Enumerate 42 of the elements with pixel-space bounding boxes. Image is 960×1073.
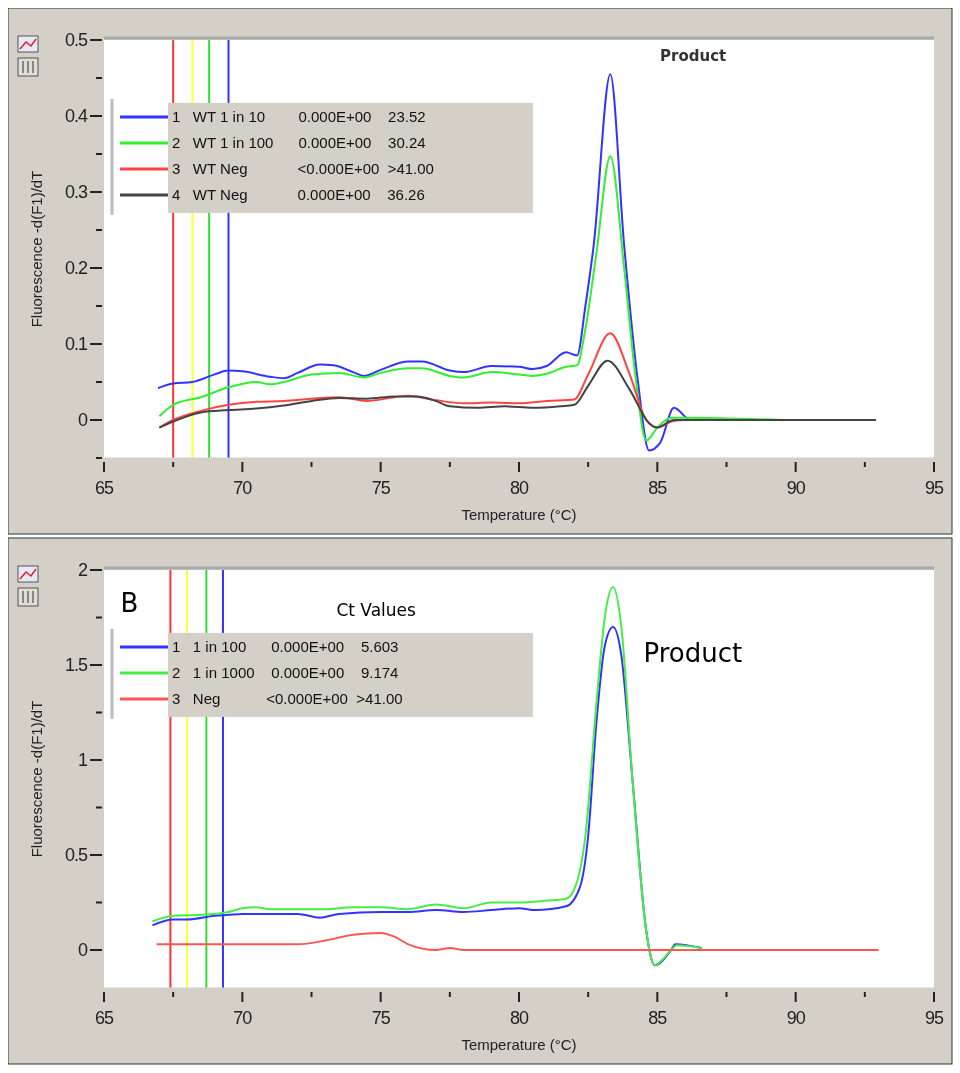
- y-tick-label: 0: [77, 410, 88, 431]
- x-tick-label: 65: [94, 478, 114, 498]
- x-tick-label: 90: [786, 1008, 806, 1028]
- x-tick-label: 75: [371, 478, 391, 498]
- legend-label: 3 Neg <0.000E+00 >41.00: [172, 690, 403, 708]
- annotation: B: [120, 587, 139, 618]
- x-tick-label: 85: [648, 478, 668, 498]
- x-tick-label: 75: [371, 1008, 391, 1028]
- y-tick-label: 0.1: [64, 334, 88, 355]
- legend-label: 1 1 in 100 0.000E+00 5.603: [172, 638, 399, 656]
- y-tick-label: 0.5: [64, 845, 88, 866]
- annotation: Ct Values: [336, 599, 417, 620]
- annotation: Product: [660, 46, 727, 65]
- legend-label: 3 WT Neg <0.000E+00 >41.00: [172, 160, 434, 178]
- x-tick-label: 90: [786, 478, 806, 498]
- x-tick-label: 95: [924, 478, 944, 498]
- x-tick-label: 65: [94, 1008, 114, 1028]
- line-series: [158, 359, 877, 429]
- y-tick-label: 2: [77, 560, 88, 581]
- x-axis-title: Temperature (°C): [461, 1036, 577, 1053]
- y-tick-label: 1.5: [64, 655, 88, 676]
- y-axis-title: Fluorescence -d(F1)/dT: [28, 700, 45, 858]
- legend-label: 2 WT 1 in 100 0.000E+00 30.24: [172, 134, 426, 152]
- y-tick-label: 1: [77, 750, 88, 771]
- y-tick-label: 0.3: [64, 182, 88, 203]
- x-tick-label: 70: [233, 1008, 253, 1028]
- legend-label: 1 WT 1 in 10 0.000E+00 23.52: [172, 108, 426, 126]
- legend-label: 2 1 in 1000 0.000E+00 9.174: [172, 664, 399, 682]
- annotation: Product: [643, 637, 743, 668]
- x-tick-label: 80: [509, 1008, 529, 1028]
- y-axis-title: Fluorescence -d(F1)/dT: [28, 170, 45, 328]
- line-series: [155, 931, 880, 951]
- x-axis-title: Temperature (°C): [461, 506, 577, 523]
- y-tick-label: 0.2: [64, 258, 88, 279]
- y-tick-label: 0: [77, 940, 88, 961]
- x-tick-label: 95: [924, 1008, 944, 1028]
- x-tick-label: 80: [509, 478, 529, 498]
- legend-label: 4 WT Neg 0.000E+00 36.26: [172, 186, 425, 204]
- y-tick-label: 0.5: [64, 30, 88, 51]
- y-tick-label: 0.4: [64, 106, 88, 127]
- x-tick-label: 70: [233, 478, 253, 498]
- x-tick-label: 85: [648, 1008, 668, 1028]
